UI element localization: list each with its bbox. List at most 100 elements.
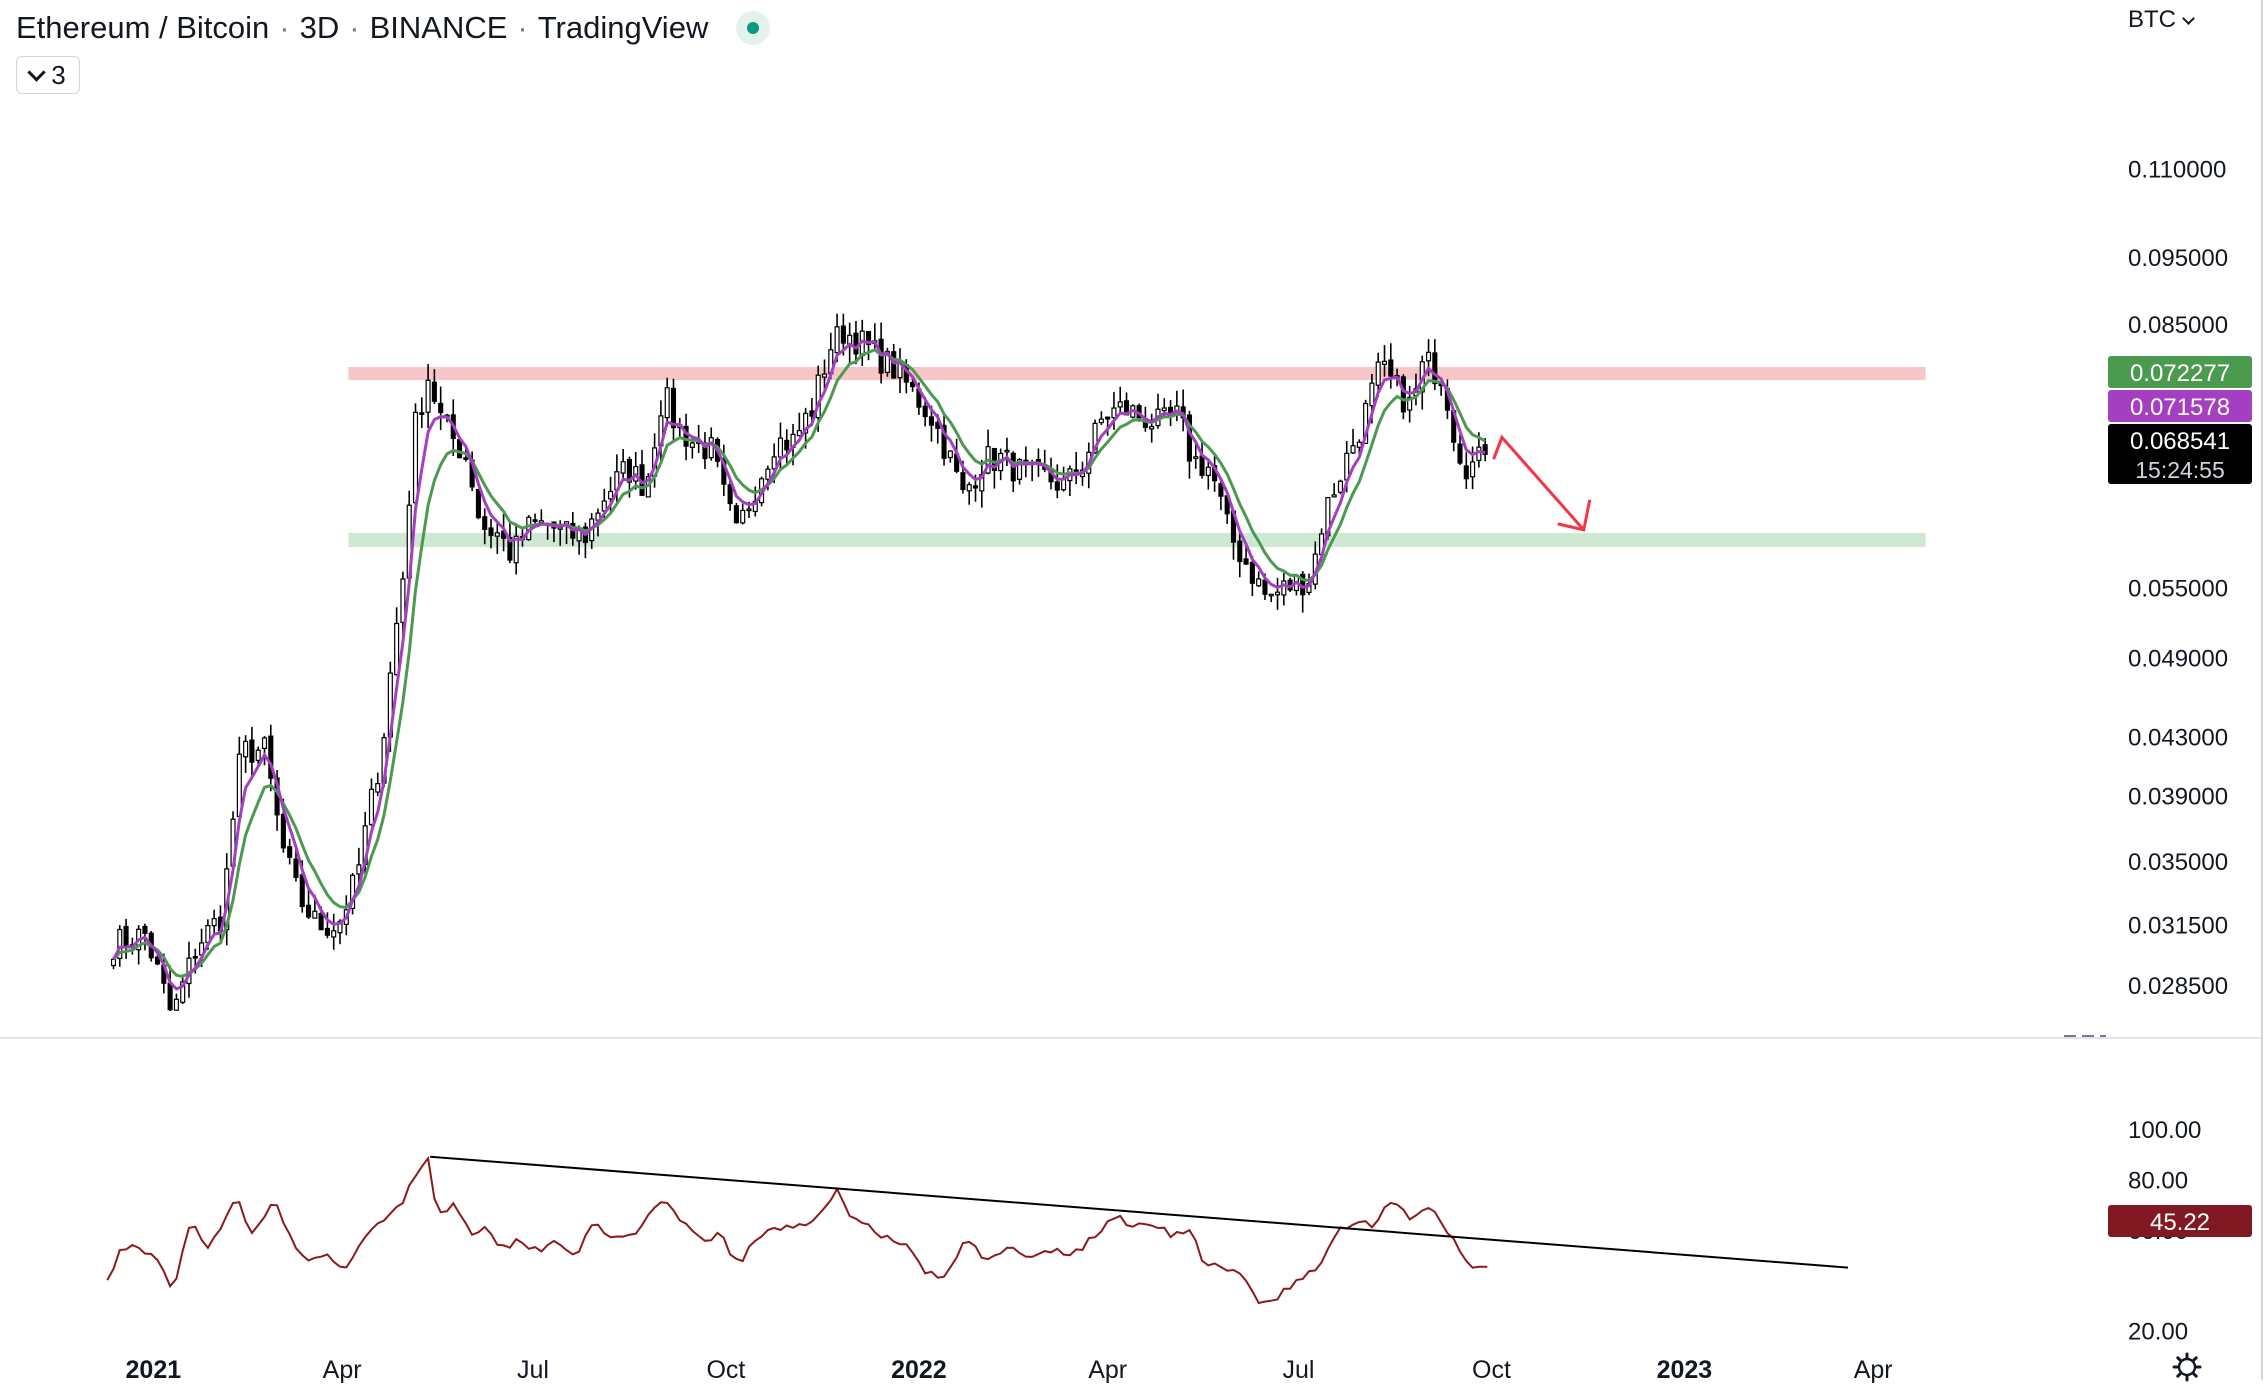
rsi-line[interactable] — [106, 1155, 1488, 1305]
candle[interactable] — [1111, 392, 1117, 430]
candle[interactable] — [1186, 410, 1192, 479]
candle[interactable] — [702, 432, 708, 470]
candle[interactable] — [324, 912, 330, 939]
candle[interactable] — [513, 523, 519, 575]
candle[interactable] — [180, 974, 186, 1004]
interval-label[interactable]: 3D — [299, 10, 340, 45]
time-axis[interactable]: 2021 Apr Jul Oct 2022 Apr Jul Oct 2023 Apr — [126, 1356, 1893, 1384]
gear-icon[interactable] — [2172, 1352, 2202, 1382]
candle[interactable] — [664, 377, 670, 427]
candle[interactable] — [1149, 413, 1155, 443]
candle[interactable] — [507, 523, 513, 564]
rsi-trend-line[interactable] — [430, 1155, 1849, 1269]
candle[interactable] — [1199, 439, 1205, 479]
candle[interactable] — [979, 459, 985, 508]
candle[interactable] — [865, 330, 872, 361]
price-axis[interactable]: 0.110000 0.095000 0.085000 0.055000 0.049000… — [2128, 156, 2228, 1000]
candle[interactable] — [1400, 374, 1406, 420]
candle[interactable] — [1174, 390, 1180, 422]
candle[interactable] — [400, 571, 406, 637]
price-pane[interactable] — [110, 313, 1926, 1012]
candle[interactable] — [1117, 386, 1123, 412]
candle[interactable] — [173, 993, 179, 1011]
candle[interactable] — [350, 872, 356, 915]
candle[interactable] — [947, 450, 953, 463]
support-zone[interactable] — [348, 532, 1926, 548]
candle[interactable] — [1073, 452, 1079, 485]
candle[interactable] — [1218, 478, 1224, 511]
indicators-toggle-button[interactable]: 3 — [16, 56, 80, 94]
candle[interactable] — [1237, 531, 1243, 578]
candle[interactable] — [796, 412, 802, 437]
candle[interactable] — [1004, 437, 1010, 467]
candle[interactable] — [853, 321, 859, 365]
candle[interactable] — [1067, 465, 1073, 496]
candle[interactable] — [1388, 343, 1394, 389]
candle[interactable] — [1193, 443, 1199, 469]
candle[interactable] — [1331, 483, 1337, 498]
candle[interactable] — [368, 778, 375, 827]
ema-slow-line[interactable] — [112, 348, 1486, 979]
candle[interactable] — [211, 909, 217, 936]
market-status-icon[interactable] — [736, 11, 771, 45]
candle[interactable] — [620, 449, 626, 479]
candle[interactable] — [608, 476, 614, 514]
symbol-title[interactable]: Ethereum / Bitcoin — [16, 10, 270, 45]
candle[interactable] — [167, 965, 173, 1012]
candle[interactable] — [419, 397, 425, 429]
candle[interactable] — [784, 429, 790, 464]
candle[interactable] — [394, 607, 400, 676]
ema-fast-line[interactable] — [112, 339, 1486, 991]
candle[interactable] — [261, 736, 268, 766]
candle[interactable] — [740, 503, 746, 525]
candle[interactable] — [1249, 555, 1255, 597]
candle[interactable] — [1054, 464, 1060, 499]
candle[interactable] — [670, 378, 677, 442]
candle[interactable] — [1105, 416, 1111, 436]
candle[interactable] — [733, 502, 739, 524]
candle[interactable] — [1205, 459, 1211, 490]
candle[interactable] — [1463, 452, 1469, 489]
candle[interactable] — [1010, 451, 1016, 493]
candle[interactable] — [293, 848, 299, 882]
candle[interactable] — [375, 772, 381, 797]
candle[interactable] — [1180, 389, 1186, 432]
candle[interactable] — [1281, 573, 1287, 606]
candle[interactable] — [356, 847, 362, 885]
candle[interactable] — [425, 364, 431, 428]
candle[interactable] — [255, 746, 261, 765]
candle[interactable] — [1155, 393, 1161, 429]
candle[interactable] — [1356, 439, 1362, 454]
candle[interactable] — [287, 838, 293, 865]
candle[interactable] — [438, 386, 444, 431]
candle[interactable] — [1457, 434, 1463, 465]
candle[interactable] — [683, 413, 689, 461]
candle[interactable] — [1274, 577, 1281, 610]
candle[interactable] — [633, 452, 639, 490]
candle[interactable] — [1256, 571, 1262, 588]
candle[interactable] — [966, 482, 972, 505]
resistance-zone[interactable] — [348, 366, 1926, 381]
rsi-pane[interactable] — [106, 1155, 1849, 1305]
candle[interactable] — [1098, 411, 1104, 425]
candle[interactable] — [941, 413, 947, 466]
currency-selector[interactable]: BTC — [2128, 6, 2195, 34]
candle[interactable] — [249, 726, 255, 780]
candle[interactable] — [1337, 479, 1344, 495]
candle[interactable] — [475, 488, 481, 520]
candle[interactable] — [482, 508, 488, 545]
candle[interactable] — [243, 735, 249, 773]
candle[interactable] — [494, 521, 500, 554]
candle[interactable] — [1482, 437, 1488, 462]
candle[interactable] — [821, 359, 828, 390]
candle[interactable] — [488, 518, 494, 549]
candle[interactable] — [186, 941, 192, 998]
candle[interactable] — [582, 522, 588, 559]
candle[interactable] — [1381, 344, 1388, 377]
candle[interactable] — [305, 889, 312, 920]
candle[interactable] — [1350, 428, 1356, 454]
candle[interactable] — [331, 913, 337, 950]
candle[interactable] — [1268, 593, 1274, 603]
candle[interactable] — [431, 369, 437, 405]
candle[interactable] — [268, 724, 274, 792]
